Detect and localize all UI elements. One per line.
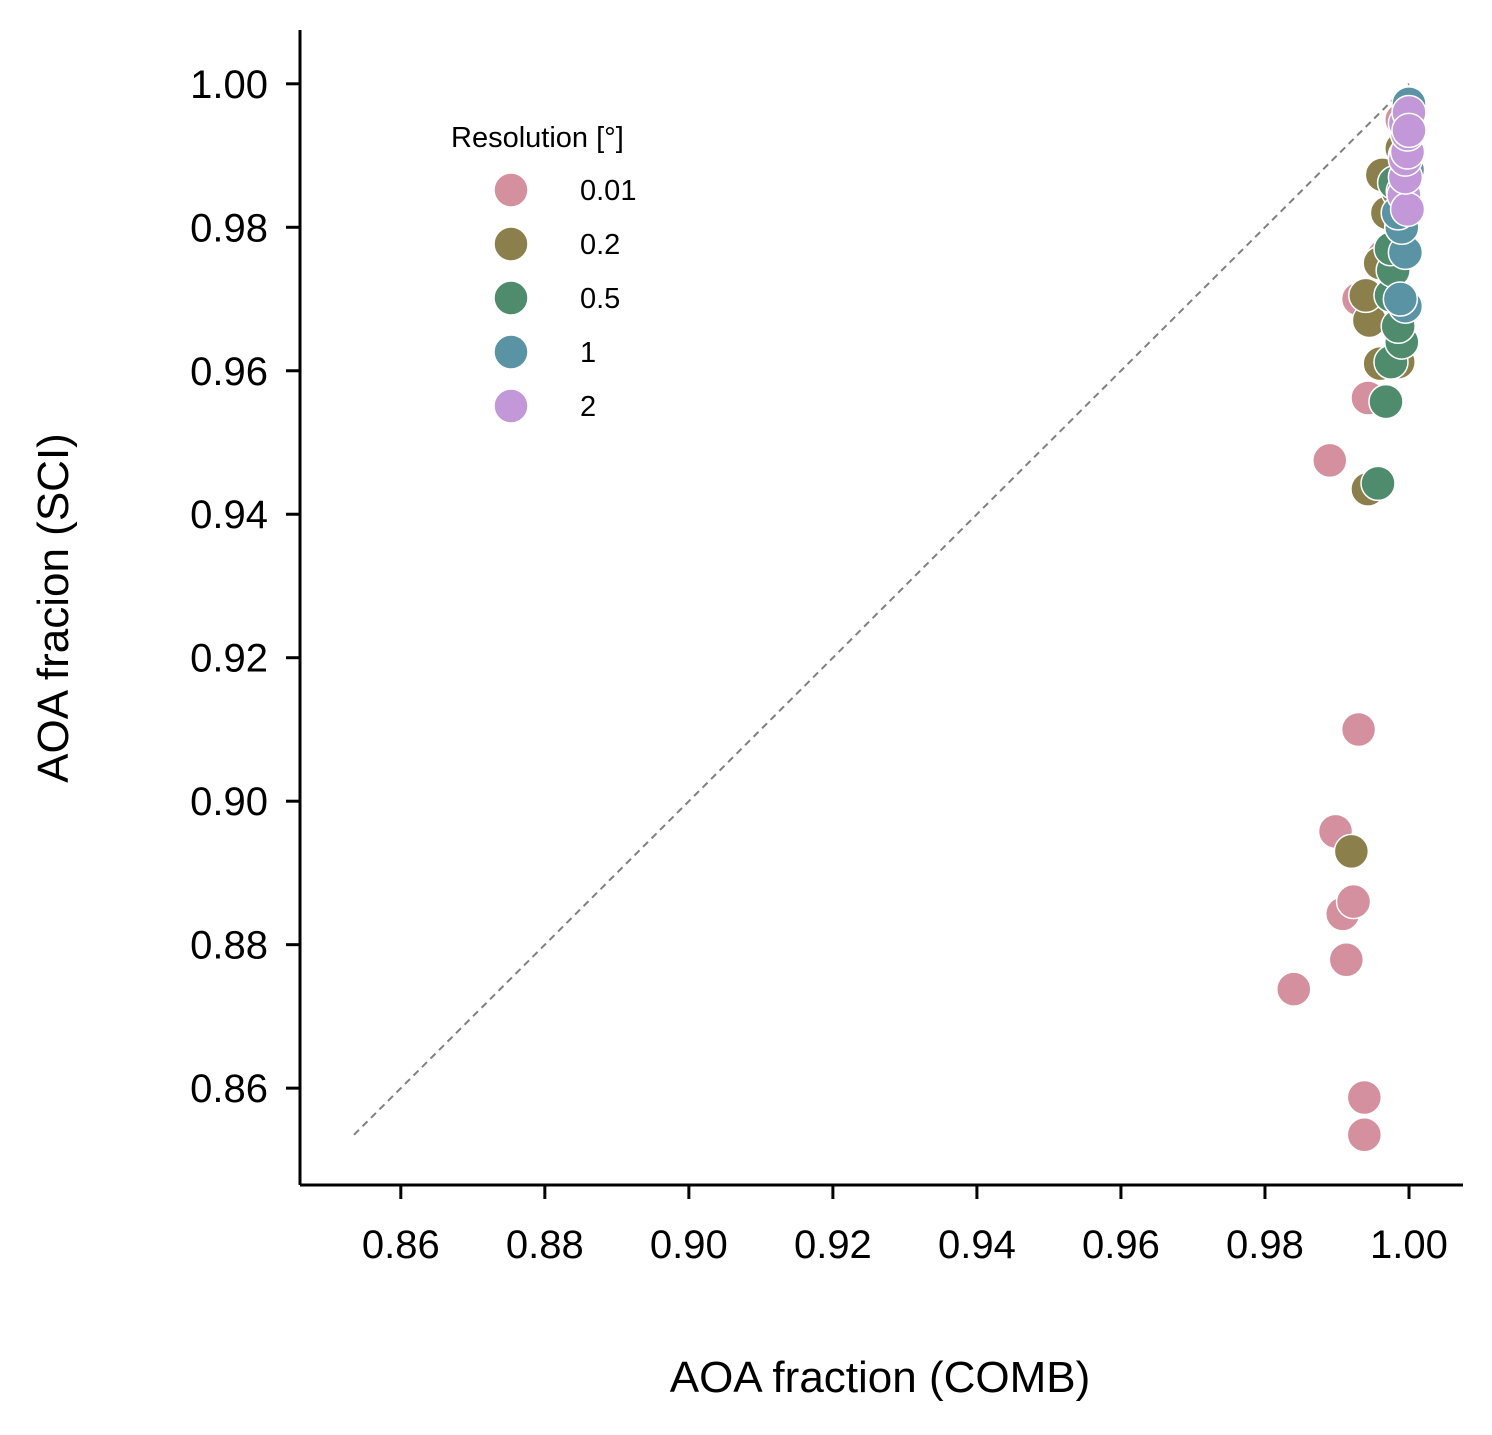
legend-label: 2 xyxy=(580,391,596,423)
y-tick-label: 0.94 xyxy=(190,493,268,537)
x-tick-label: 0.88 xyxy=(506,1223,584,1267)
y-axis-label: AOA fracion (SCI) xyxy=(29,433,78,783)
data-point xyxy=(1312,442,1348,479)
reference-line-layer xyxy=(353,83,1410,1136)
data-point xyxy=(1333,833,1370,870)
y-tick-label: 0.90 xyxy=(190,780,268,824)
x-tick-label: 0.96 xyxy=(1082,1223,1160,1267)
x-ticks: 0.86 0.88 0.90 0.92 0.94 0.96 0.98 1.00 xyxy=(362,1185,1448,1267)
y-tick-label: 0.98 xyxy=(190,206,268,250)
x-axis-label: AOA fraction (COMB) xyxy=(670,1353,1091,1402)
x-tick-label: 0.92 xyxy=(794,1223,872,1267)
legend-label: 0.2 xyxy=(580,229,620,261)
series-2 xyxy=(1386,94,1427,228)
y-tick-label: 0.88 xyxy=(190,924,268,968)
x-tick-label: 0.94 xyxy=(938,1223,1016,1267)
x-tick-label: 0.90 xyxy=(650,1223,728,1267)
reference-line xyxy=(353,83,1410,1136)
data-point xyxy=(1346,1079,1383,1116)
data-point xyxy=(1360,465,1396,502)
data-point xyxy=(1389,191,1426,228)
data-point xyxy=(1340,711,1377,748)
legend-title: Resolution [°] xyxy=(451,122,624,154)
data-point xyxy=(1368,383,1404,420)
data-point xyxy=(1391,112,1427,149)
legend-label: 0.01 xyxy=(580,175,636,207)
data-point xyxy=(1328,941,1365,978)
data-point xyxy=(1382,281,1419,317)
y-tick-label: 0.86 xyxy=(190,1067,268,1111)
legend-marker xyxy=(493,334,529,370)
data-point xyxy=(1346,1117,1383,1153)
y-ticks: 0.86 0.88 0.90 0.92 0.94 0.96 0.98 1.00 xyxy=(190,63,300,1111)
points-layer xyxy=(1276,86,1427,1153)
x-tick-label: 0.98 xyxy=(1226,1223,1304,1267)
legend-label: 0.5 xyxy=(580,283,620,315)
legend-marker xyxy=(493,388,529,424)
y-tick-label: 1.00 xyxy=(190,63,268,107)
legend: Resolution [°] 0.01 0.2 0.5 1 2 xyxy=(451,122,636,424)
x-tick-label: 1.00 xyxy=(1370,1223,1448,1267)
y-tick-label: 0.92 xyxy=(190,637,268,681)
legend-entries: 0.01 0.2 0.5 1 2 xyxy=(493,172,636,424)
x-tick-label: 0.86 xyxy=(362,1223,440,1267)
axes: 0.86 0.88 0.90 0.92 0.94 0.96 0.98 1.00 0.860.8… xyxy=(190,30,1463,1267)
data-point xyxy=(1276,971,1312,1007)
legend-marker xyxy=(493,280,529,316)
data-point xyxy=(1335,883,1372,920)
legend-marker xyxy=(493,172,529,208)
y-tick-label: 0.96 xyxy=(190,350,268,394)
legend-label: 1 xyxy=(580,337,596,369)
legend-marker xyxy=(493,226,529,262)
